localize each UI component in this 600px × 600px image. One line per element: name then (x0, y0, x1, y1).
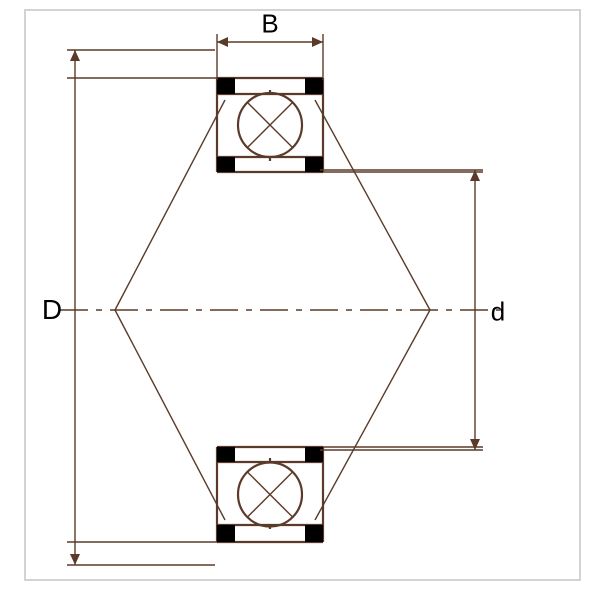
diagram-stage: D d B (0, 0, 600, 600)
dim-label-d: d (491, 297, 505, 328)
dim-label-B: B (261, 9, 278, 40)
diagram-svg (0, 0, 600, 600)
dim-label-D: D (42, 294, 62, 326)
